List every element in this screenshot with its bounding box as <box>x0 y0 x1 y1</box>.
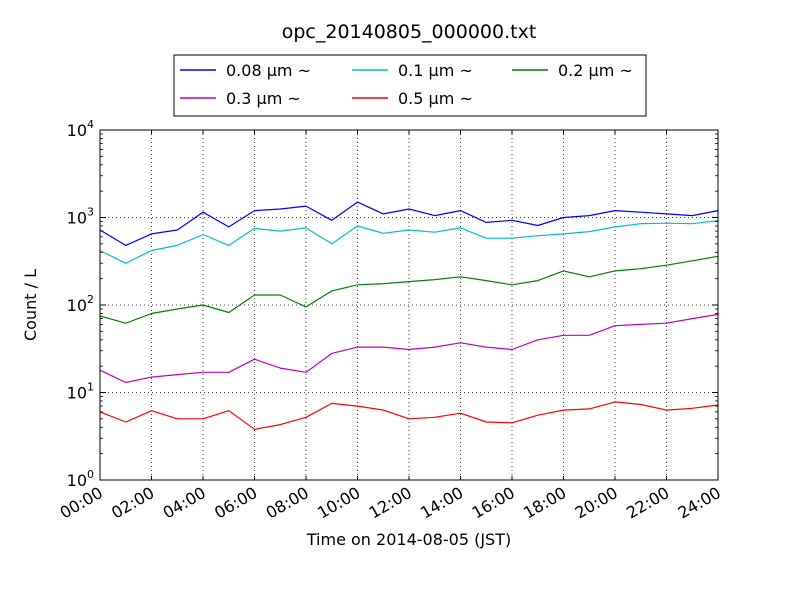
chart-title: opc_20140805_000000.txt <box>282 21 537 43</box>
legend: 0.08 μm ~ 0.1 μm ~ 0.2 μm ~ 0.3 μm ~ 0.5 μm … <box>173 54 647 117</box>
y-tick-label: 100 <box>67 468 94 490</box>
ticks: 00:00 02:00 04:00 06:00 08:00 10:00 12:00 14:00… <box>57 118 724 523</box>
legend-box <box>173 54 647 117</box>
x-tick-label: 04:00 <box>160 483 209 523</box>
legend-label-3: 0.3 μm ~ <box>226 89 301 108</box>
x-tick-label: 12:00 <box>366 483 415 523</box>
series-line-4 <box>99 401 719 430</box>
x-tick-label: 16:00 <box>469 483 518 523</box>
x-axis-label: Time on 2014-08-05 (JST) <box>306 530 511 549</box>
x-tick-label: 02:00 <box>108 483 157 523</box>
y-tick-label: 103 <box>67 206 94 228</box>
grid <box>100 130 718 480</box>
x-tick-label: 08:00 <box>263 483 312 523</box>
x-tick-label: 22:00 <box>623 483 672 523</box>
y-tick-label: 104 <box>67 118 94 140</box>
x-tick-label: 20:00 <box>572 483 621 523</box>
series-group <box>99 201 719 430</box>
x-tick-label: 06:00 <box>211 483 260 523</box>
x-tick-label: 24:00 <box>675 483 724 523</box>
series-line-1 <box>99 220 719 264</box>
series-line-3 <box>99 313 719 384</box>
y-axis-label: Count / L <box>21 269 40 341</box>
legend-label-2: 0.2 μm ~ <box>558 61 633 80</box>
x-tick-label: 18:00 <box>520 483 569 523</box>
x-tick-label: 14:00 <box>417 483 466 523</box>
legend-label-0: 0.08 μm ~ <box>226 61 311 80</box>
y-tick-label: 101 <box>67 381 94 403</box>
legend-label-4: 0.5 μm ~ <box>398 89 473 108</box>
series-line-0 <box>99 201 719 246</box>
x-tick-label: 10:00 <box>314 483 363 523</box>
y-tick-label: 102 <box>67 293 94 315</box>
legend-label-1: 0.1 μm ~ <box>398 61 473 80</box>
series-line-2 <box>99 255 719 324</box>
